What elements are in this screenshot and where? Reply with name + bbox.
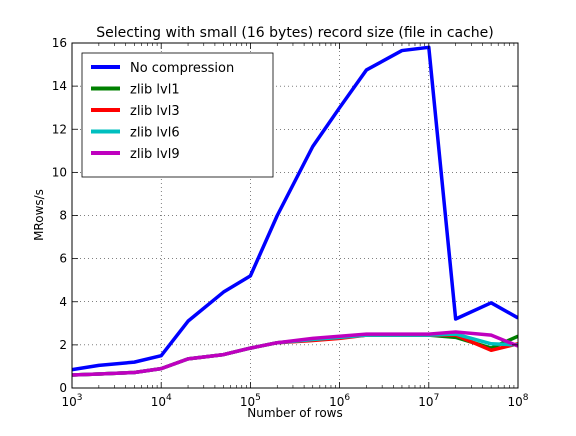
legend-label: No compression [130, 61, 234, 76]
series-line-zlib-lvl9 [72, 330, 518, 377]
legend-box [81, 52, 274, 178]
x-tick-label: 104 [151, 393, 172, 409]
x-axis-label: Number of rows [247, 406, 342, 420]
x-axis-tick-labels: 103 104 105 106 107 108 [61, 393, 528, 409]
series-group [72, 45, 518, 377]
y-tick-label: 8 [59, 209, 67, 223]
y-tick-label: 14 [52, 79, 67, 93]
y-axis-tick-labels: 0 2 4 6 8 10 12 14 16 [52, 36, 67, 395]
x-tick-label: 107 [418, 393, 439, 409]
x-tick-label: 103 [61, 393, 82, 409]
chart-title: Selecting with small (16 bytes) record s… [96, 25, 494, 41]
y-axis-label: MRows/s [32, 189, 46, 241]
legend-label: zlib lvl6 [130, 126, 180, 141]
y-tick-label: 2 [59, 338, 67, 352]
axis-ticks [71, 42, 519, 389]
y-tick-label: 0 [59, 381, 67, 395]
y-tick-label: 4 [59, 295, 67, 309]
legend-label: zlib lvl3 [130, 104, 180, 119]
x-tick-label: 106 [329, 393, 350, 409]
legend-label: zlib lvl9 [130, 147, 180, 162]
y-tick-label: 10 [52, 165, 67, 179]
y-tick-label: 12 [52, 122, 67, 136]
grid [72, 43, 518, 388]
legend-label: zlib lvl1 [130, 83, 180, 98]
y-tick-label: 16 [52, 36, 67, 50]
y-tick-label: 6 [59, 252, 67, 266]
x-tick-label: 108 [507, 393, 528, 409]
x-tick-label: 105 [240, 393, 261, 409]
series-line-no-compression [72, 45, 518, 372]
legend: No compression zlib lvl1 zlib lvl3 zlib lvl… [81, 52, 274, 178]
